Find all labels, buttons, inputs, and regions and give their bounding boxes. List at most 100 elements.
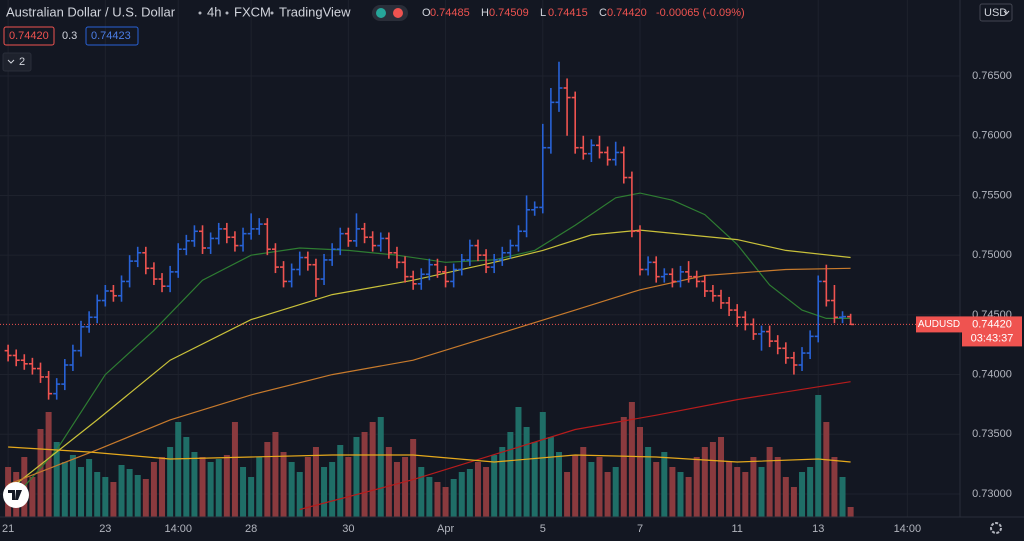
x-tick-label: 7 bbox=[637, 523, 643, 535]
separator bbox=[225, 11, 229, 15]
x-tick-label: 11 bbox=[732, 523, 743, 535]
volume-bar bbox=[458, 472, 465, 517]
y-tick-label: 0.76500 bbox=[972, 70, 1012, 82]
volume-bar bbox=[726, 462, 733, 517]
volume-bar bbox=[167, 447, 174, 517]
volume-bar bbox=[94, 472, 101, 517]
volume-bar bbox=[653, 462, 660, 517]
moving-average-line bbox=[7, 192, 851, 506]
volume-bar bbox=[321, 467, 328, 517]
currency: USD bbox=[984, 7, 1007, 19]
moving-average-line bbox=[8, 446, 851, 463]
indicator-box[interactable] bbox=[85, 26, 139, 46]
collapsed-count: 2 bbox=[19, 56, 25, 68]
volume-bar bbox=[426, 477, 433, 517]
x-tick-label: Apr bbox=[437, 523, 454, 535]
separator bbox=[198, 11, 202, 15]
volume-bar bbox=[466, 469, 473, 517]
volume-bar bbox=[345, 457, 352, 517]
quote-value: 0.74420 bbox=[607, 7, 647, 19]
volume-bar bbox=[491, 455, 498, 517]
quote: O 0.74485 H 0.74509 L 0.74415 C 0.74420 -0.00065… bbox=[422, 7, 745, 19]
indicator-value: 0.3 bbox=[62, 30, 77, 42]
volume-bar bbox=[410, 439, 417, 517]
symbol-tag bbox=[916, 316, 962, 333]
volume-bar bbox=[507, 432, 514, 517]
x-tick-label: 21 bbox=[2, 523, 14, 535]
x-tick-label: 28 bbox=[245, 523, 257, 535]
volume-bar bbox=[312, 447, 319, 517]
quote-label: H bbox=[481, 7, 489, 19]
price-tag-countdown: 03:43:37 bbox=[971, 332, 1014, 344]
moving-average-line bbox=[299, 381, 851, 511]
quote-change: -0.00065 (-0.09%) bbox=[656, 7, 745, 19]
volume-bar bbox=[742, 472, 749, 517]
status-dot bbox=[393, 8, 403, 18]
volume-bar bbox=[474, 462, 481, 517]
dropdown-icon bbox=[1003, 10, 1010, 15]
y-tick-label: 0.74000 bbox=[972, 368, 1012, 380]
volume-bar bbox=[118, 465, 125, 517]
volume-bar bbox=[620, 417, 627, 517]
volume-bar bbox=[499, 447, 506, 517]
volume-bar bbox=[207, 462, 214, 517]
price-tag-value: 0.74420 bbox=[972, 318, 1012, 330]
symbol-name[interactable]: Australian Dollar / U.S. Dollar bbox=[6, 4, 176, 19]
volume-bar bbox=[685, 477, 692, 517]
volume-bar bbox=[29, 477, 36, 517]
source: FXCM bbox=[234, 4, 271, 19]
volume-bar bbox=[758, 467, 765, 517]
volume-bar bbox=[231, 422, 238, 517]
volume-bar bbox=[588, 462, 595, 517]
volume-bar bbox=[393, 462, 400, 517]
volume-bar bbox=[272, 432, 279, 517]
x-tick-label: 23 bbox=[99, 523, 111, 535]
volume-bar bbox=[288, 462, 295, 517]
volume-bar bbox=[150, 462, 157, 517]
moving-average-line bbox=[7, 229, 851, 491]
settings-icon[interactable] bbox=[990, 522, 1002, 534]
x-tick-label: 30 bbox=[342, 523, 354, 535]
volume-bar bbox=[361, 432, 368, 517]
currency-button[interactable] bbox=[979, 3, 1013, 22]
volume-bar bbox=[523, 427, 530, 517]
volume-bar bbox=[564, 472, 571, 517]
indicator-value: 0.74420 bbox=[9, 30, 49, 42]
volume-bar bbox=[175, 422, 182, 517]
volume-bar bbox=[78, 467, 85, 517]
chevron-icon bbox=[7, 59, 15, 64]
volume-bar bbox=[183, 437, 190, 517]
volume-bar bbox=[515, 407, 522, 517]
y-tick-label: 0.73500 bbox=[972, 428, 1012, 440]
indicator-box[interactable] bbox=[3, 26, 55, 46]
volume-bar bbox=[483, 467, 490, 517]
y-tick-label: 0.73000 bbox=[972, 488, 1012, 500]
collapse-button[interactable] bbox=[2, 52, 32, 72]
volume-bar bbox=[402, 457, 409, 517]
volume-bar bbox=[847, 507, 854, 517]
volume-bar bbox=[693, 457, 700, 517]
volume-bar bbox=[134, 475, 141, 517]
volume-bar bbox=[839, 477, 846, 517]
volume-bar bbox=[531, 442, 538, 517]
platform: TradingView bbox=[279, 4, 351, 19]
volume-bar bbox=[628, 402, 635, 517]
volume-bar bbox=[53, 442, 60, 517]
volume-bar bbox=[191, 452, 198, 517]
volume-bar bbox=[215, 459, 222, 517]
volume-bar bbox=[637, 427, 643, 517]
x-tick-label: 14:00 bbox=[164, 523, 192, 535]
volume-bar bbox=[280, 452, 287, 517]
volume-bar bbox=[296, 472, 303, 517]
interval[interactable]: 4h bbox=[207, 4, 221, 19]
volume-bar bbox=[45, 412, 52, 517]
volume-bar bbox=[823, 422, 830, 517]
volume-bar bbox=[709, 442, 716, 517]
volume-bar bbox=[264, 442, 271, 517]
volume-bar bbox=[596, 457, 603, 517]
volume-bar bbox=[329, 462, 336, 517]
y-tick-label: 0.75500 bbox=[972, 189, 1012, 201]
volume-bar bbox=[199, 457, 206, 517]
x-tick-label: 13 bbox=[812, 523, 824, 535]
